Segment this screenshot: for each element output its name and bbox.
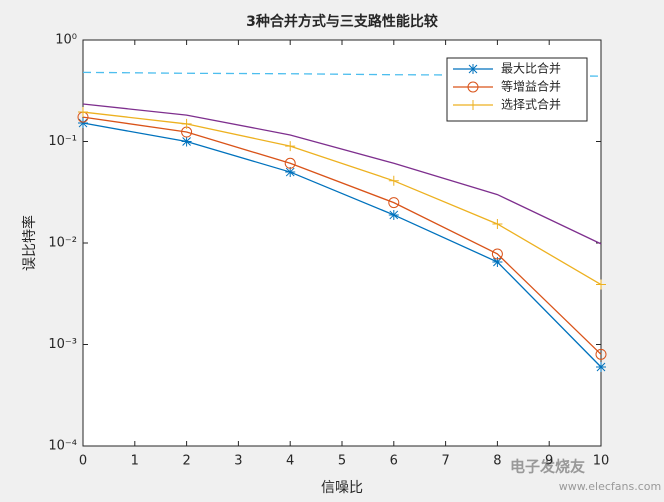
- marker: [284, 157, 296, 169]
- x-tick-label: 3: [234, 454, 242, 469]
- series-line: [82, 111, 602, 286]
- legend-label: 等增益合并: [501, 79, 561, 94]
- marker: [181, 136, 192, 147]
- x-tick-label: 0: [79, 454, 87, 469]
- legend-marker: [468, 100, 478, 110]
- chart-title: 3种合并方式与三支路性能比较: [246, 13, 438, 30]
- y-tick-label: 10⁻⁴: [48, 439, 77, 454]
- x-tick-label: 1: [131, 454, 139, 469]
- legend-label: 选择式合并: [501, 97, 561, 112]
- x-tick-label: 9: [545, 454, 553, 469]
- y-tick-label: 10⁻¹: [48, 134, 77, 149]
- x-tick-label: 6: [390, 454, 398, 469]
- x-tick-label: 10: [593, 454, 610, 469]
- y-tick-label: 10⁰: [55, 33, 77, 48]
- marker: [285, 167, 296, 178]
- series-line: [82, 122, 602, 368]
- marker: [388, 197, 400, 209]
- x-tick-label: 5: [338, 454, 346, 469]
- y-axis-label: 误比特率: [21, 215, 38, 271]
- x-tick-label: 4: [286, 454, 294, 469]
- marker: [388, 209, 399, 220]
- axes-box: [82, 39, 602, 447]
- marker: [78, 118, 88, 129]
- legend-marker: [467, 81, 479, 93]
- legend-marker: [468, 64, 478, 74]
- marker: [492, 218, 503, 229]
- marker: [596, 279, 606, 290]
- marker: [78, 107, 88, 118]
- watermark: 电子发烧友: [510, 458, 585, 476]
- series-line: [82, 116, 602, 355]
- x-tick-label: 2: [182, 454, 190, 469]
- legend-label: 最大比合并: [501, 61, 561, 76]
- marker: [285, 141, 296, 152]
- marker: [492, 256, 503, 267]
- x-tick-label: 8: [493, 454, 501, 469]
- y-tick-label: 10⁻³: [48, 337, 77, 352]
- watermark: www.elecfans.com: [559, 480, 661, 493]
- marker: [388, 175, 399, 186]
- x-tick-label: 7: [441, 454, 449, 469]
- marker: [181, 118, 192, 129]
- series-line: [82, 103, 602, 245]
- marker: [595, 348, 607, 360]
- x-axis-label: 信噪比: [321, 480, 363, 496]
- y-tick-label: 10⁻²: [48, 236, 77, 251]
- marker: [596, 362, 606, 373]
- marker: [491, 248, 503, 260]
